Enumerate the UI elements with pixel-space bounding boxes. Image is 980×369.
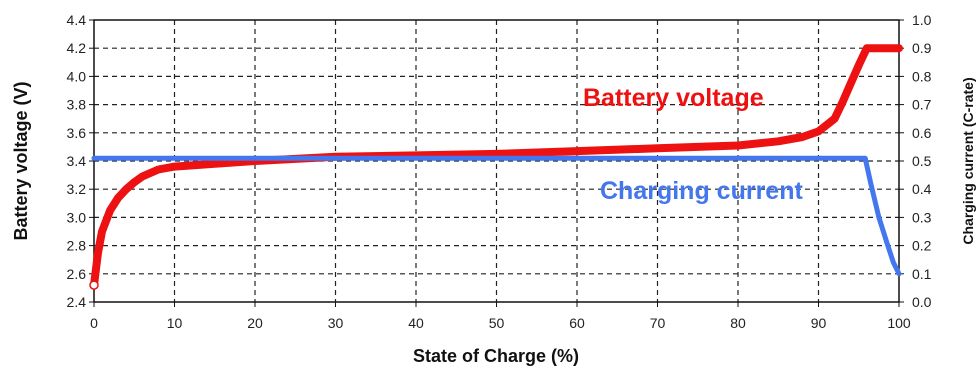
y-tick-label-right: 0.2 <box>912 238 932 254</box>
y-tick-label-right: 0.1 <box>912 266 932 282</box>
x-tick-label: 100 <box>887 315 911 331</box>
y-tick-label-right: 0.4 <box>912 181 932 197</box>
y-axis-title-left: Battery voltage (V) <box>11 81 31 240</box>
y-tick-label-left: 3.6 <box>67 125 87 141</box>
series-label-battery-voltage: Battery voltage <box>583 84 764 112</box>
series-label-charging-current: Charging current <box>600 177 803 205</box>
y-tick-label-right: 0.9 <box>912 40 932 56</box>
x-tick-label: 70 <box>650 315 666 331</box>
axis-ticks: 0 10 20 30 40 50 60 70 80 90 100 2.4 2.6 2.8 3.0 3.2 3.4… <box>67 12 932 331</box>
y-tick-label-right: 1.0 <box>912 12 932 28</box>
x-tick-label: 80 <box>730 315 746 331</box>
y-tick-label-left: 2.4 <box>67 294 87 310</box>
y-tick-label-right: 0.3 <box>912 209 932 225</box>
x-tick-label: 10 <box>167 315 183 331</box>
y-tick-label-left: 2.6 <box>67 266 87 282</box>
x-tick-label: 40 <box>408 315 424 331</box>
y-tick-label-right: 0.6 <box>912 125 932 141</box>
y-tick-label-right: 0.5 <box>912 153 932 169</box>
y-tick-label-right: 0.8 <box>912 68 932 84</box>
series-layer <box>89 44 903 290</box>
y-tick-label-left: 4.2 <box>67 40 87 56</box>
series-line-battery-voltage <box>90 44 903 290</box>
y-tick-label-left: 4.4 <box>67 12 87 28</box>
y-tick-label-left: 3.8 <box>67 97 87 113</box>
y-tick-label-right: 0.7 <box>912 97 932 113</box>
series-start-marker <box>89 280 99 290</box>
y-axis-title-right: Charging current (C-rate) <box>960 77 976 244</box>
y-tick-label-left: 2.8 <box>67 238 87 254</box>
y-tick-label-left: 3.2 <box>67 181 87 197</box>
y-tick-label-left: 4.0 <box>67 68 87 84</box>
series-line-charging-current <box>91 155 902 277</box>
y-tick-label-left: 3.0 <box>67 209 87 225</box>
x-tick-label: 50 <box>489 315 505 331</box>
x-tick-label: 60 <box>569 315 585 331</box>
y-tick-label-right: 0.0 <box>912 294 932 310</box>
x-tick-label: 0 <box>90 315 98 331</box>
x-tick-label: 20 <box>247 315 263 331</box>
x-tick-label: 30 <box>328 315 344 331</box>
x-axis-title: State of Charge (%) <box>413 346 579 366</box>
x-tick-label: 90 <box>811 315 827 331</box>
grid-lines <box>94 20 899 302</box>
y-tick-label-left: 3.4 <box>67 153 87 169</box>
